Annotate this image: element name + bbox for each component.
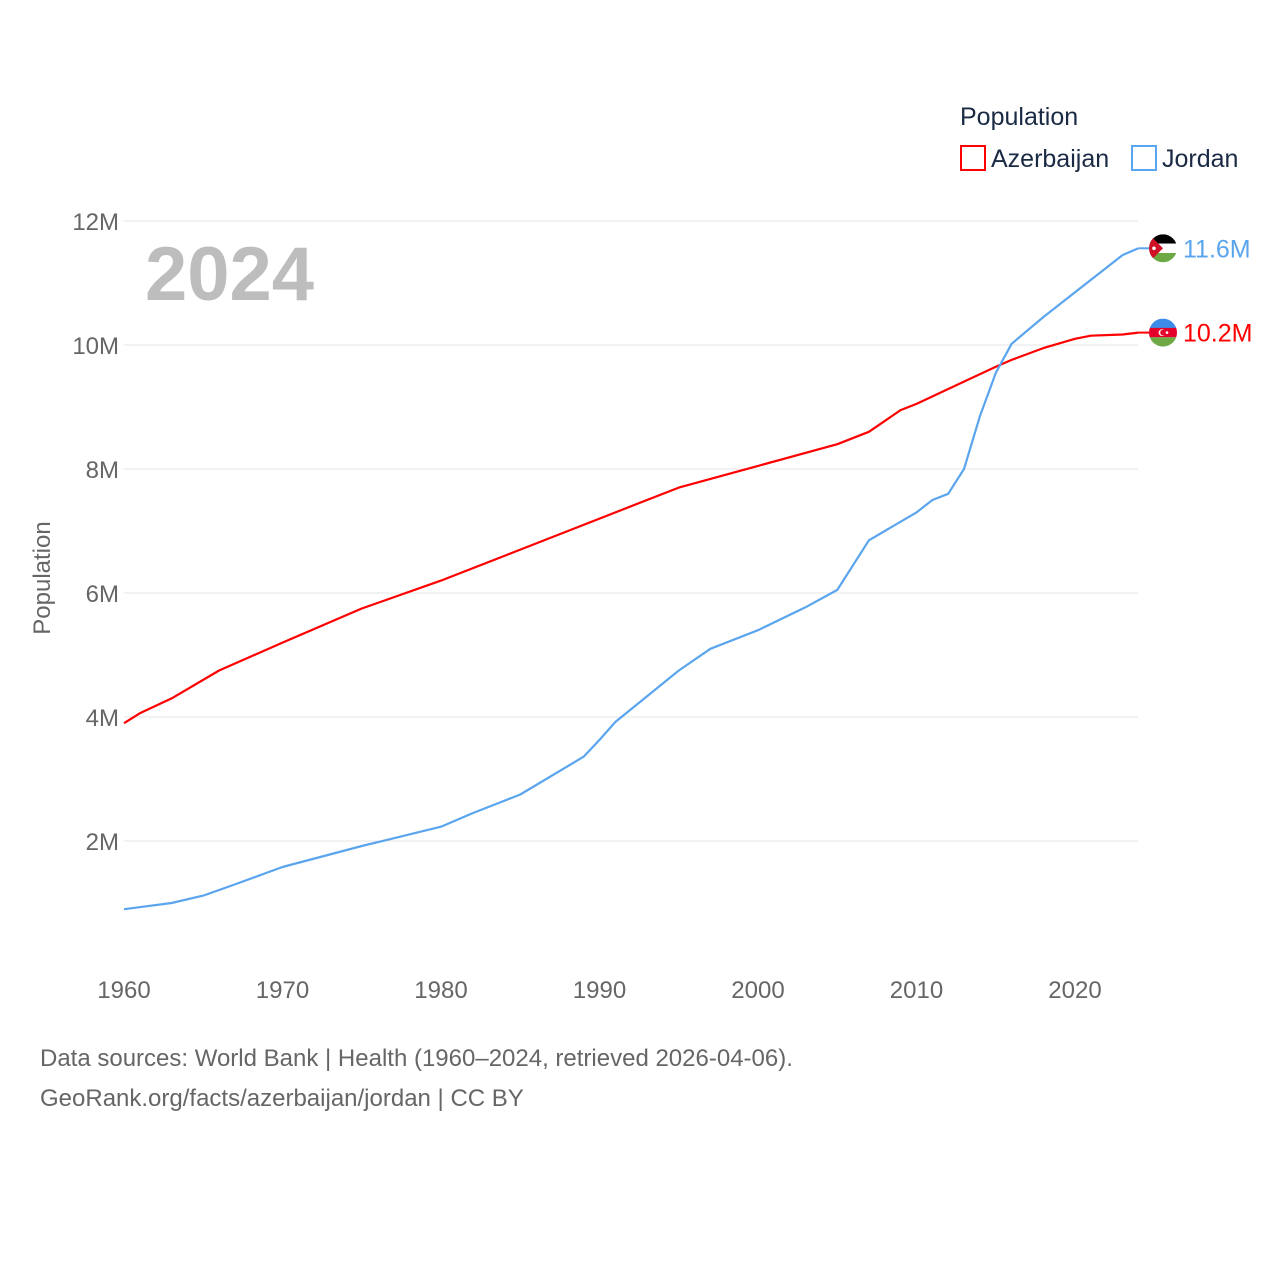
x-tick-label: 1990 bbox=[573, 977, 626, 1004]
azerbaijan-flag-icon bbox=[1149, 318, 1177, 347]
flag-crescent-cut bbox=[1160, 329, 1166, 336]
legend-label-azerbaijan: Azerbaijan bbox=[991, 145, 1109, 173]
legend-label-jordan: Jordan bbox=[1162, 145, 1238, 173]
flag-body bbox=[1149, 234, 1177, 263]
flag-stripe bbox=[1149, 234, 1177, 244]
y-tick-label: 10M bbox=[72, 333, 119, 360]
footer-source: Data sources: World Bank | Health (1960–… bbox=[40, 1045, 793, 1072]
y-tick-label: 2M bbox=[86, 829, 119, 856]
y-tick-label: 8M bbox=[86, 457, 119, 484]
line-chart: 2M 4M 6M 8M 10M 12M 1960 1970 1980 1990 2000 2010 20… bbox=[29, 103, 1252, 1004]
y-tick-label: 4M bbox=[86, 705, 119, 732]
x-tick-label: 1970 bbox=[256, 977, 309, 1004]
series-line-azerbaijan bbox=[123, 331, 1139, 725]
end-value-label-jordan: 11.6M bbox=[1183, 235, 1251, 263]
flag-stripe bbox=[1149, 252, 1177, 263]
x-tick-label: 2020 bbox=[1048, 977, 1101, 1004]
y-tick-label: 6M bbox=[86, 581, 119, 608]
x-tick-label: 2010 bbox=[890, 977, 943, 1004]
x-tick-label: 1960 bbox=[97, 977, 150, 1004]
flag-stripe bbox=[1149, 337, 1177, 347]
legend-title: Population bbox=[960, 103, 1078, 131]
flag-stripe bbox=[1149, 318, 1177, 328]
flag-body bbox=[1149, 318, 1177, 347]
series-line-jordan bbox=[123, 247, 1139, 911]
legend-swatch-azerbaijan bbox=[960, 145, 986, 171]
jordan-flag-icon bbox=[1149, 234, 1177, 263]
x-tick-label: 2000 bbox=[731, 977, 784, 1004]
year-label: 2024 bbox=[145, 232, 314, 317]
x-tick-label: 1980 bbox=[414, 977, 467, 1004]
end-value-label-azerbaijan: 10.2M bbox=[1183, 320, 1252, 348]
y-tick-label: 12M bbox=[72, 209, 119, 236]
footer-link[interactable]: GeoRank.org/facts/azerbaijan/jordan | CC… bbox=[40, 1085, 524, 1112]
flag-star bbox=[1152, 246, 1156, 251]
flag-star bbox=[1165, 331, 1169, 334]
y-axis-label: Population bbox=[29, 521, 56, 634]
legend-swatch-jordan bbox=[1131, 145, 1157, 171]
flag-triangle bbox=[1149, 234, 1163, 263]
